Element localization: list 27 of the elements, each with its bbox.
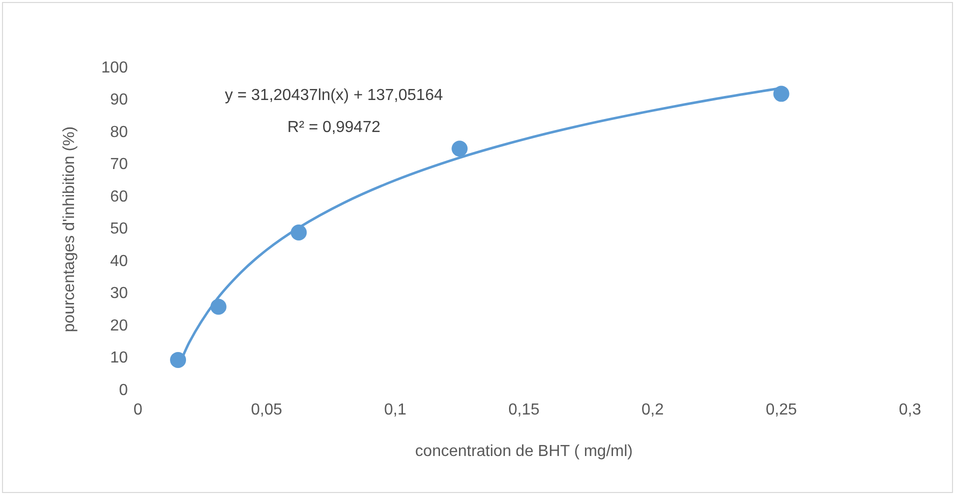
y-tick-label: 40 <box>110 252 128 270</box>
x-axis-title: concentration de BHT ( mg/ml) <box>415 442 633 460</box>
x-tick-label: 0,2 <box>642 402 664 419</box>
y-tick-label: 60 <box>110 188 128 206</box>
y-tick-label: 30 <box>110 285 128 302</box>
y-tick-label: 100 <box>101 59 128 76</box>
y-axis-title: pourcentages d'inhibition (%) <box>61 126 78 332</box>
x-tick-label: 0,3 <box>898 402 922 419</box>
y-tick-label: 50 <box>110 220 128 238</box>
y-tick-label: 10 <box>110 350 128 367</box>
y-tick-label: 70 <box>110 156 128 174</box>
x-tick-label: 0 <box>133 402 142 419</box>
x-tick-label: 0,15 <box>508 402 540 419</box>
y-tick-label: 0 <box>118 382 128 400</box>
x-tick-label: 0,25 <box>766 402 797 419</box>
point <box>210 298 226 315</box>
annotation: y = 31,20437ln(x) + 137,05164 <box>224 87 443 104</box>
point <box>170 352 186 368</box>
y-tick-label: 20 <box>110 317 128 334</box>
x-tick-label: 0,05 <box>251 402 282 419</box>
y-tick-label: 80 <box>110 124 128 141</box>
annotation: R² = 0,99472 <box>287 119 380 136</box>
point <box>290 224 307 241</box>
y-tick-label: 90 <box>110 92 128 109</box>
x-tick-label: 0,1 <box>384 402 406 419</box>
point <box>452 140 468 157</box>
point <box>773 86 790 102</box>
